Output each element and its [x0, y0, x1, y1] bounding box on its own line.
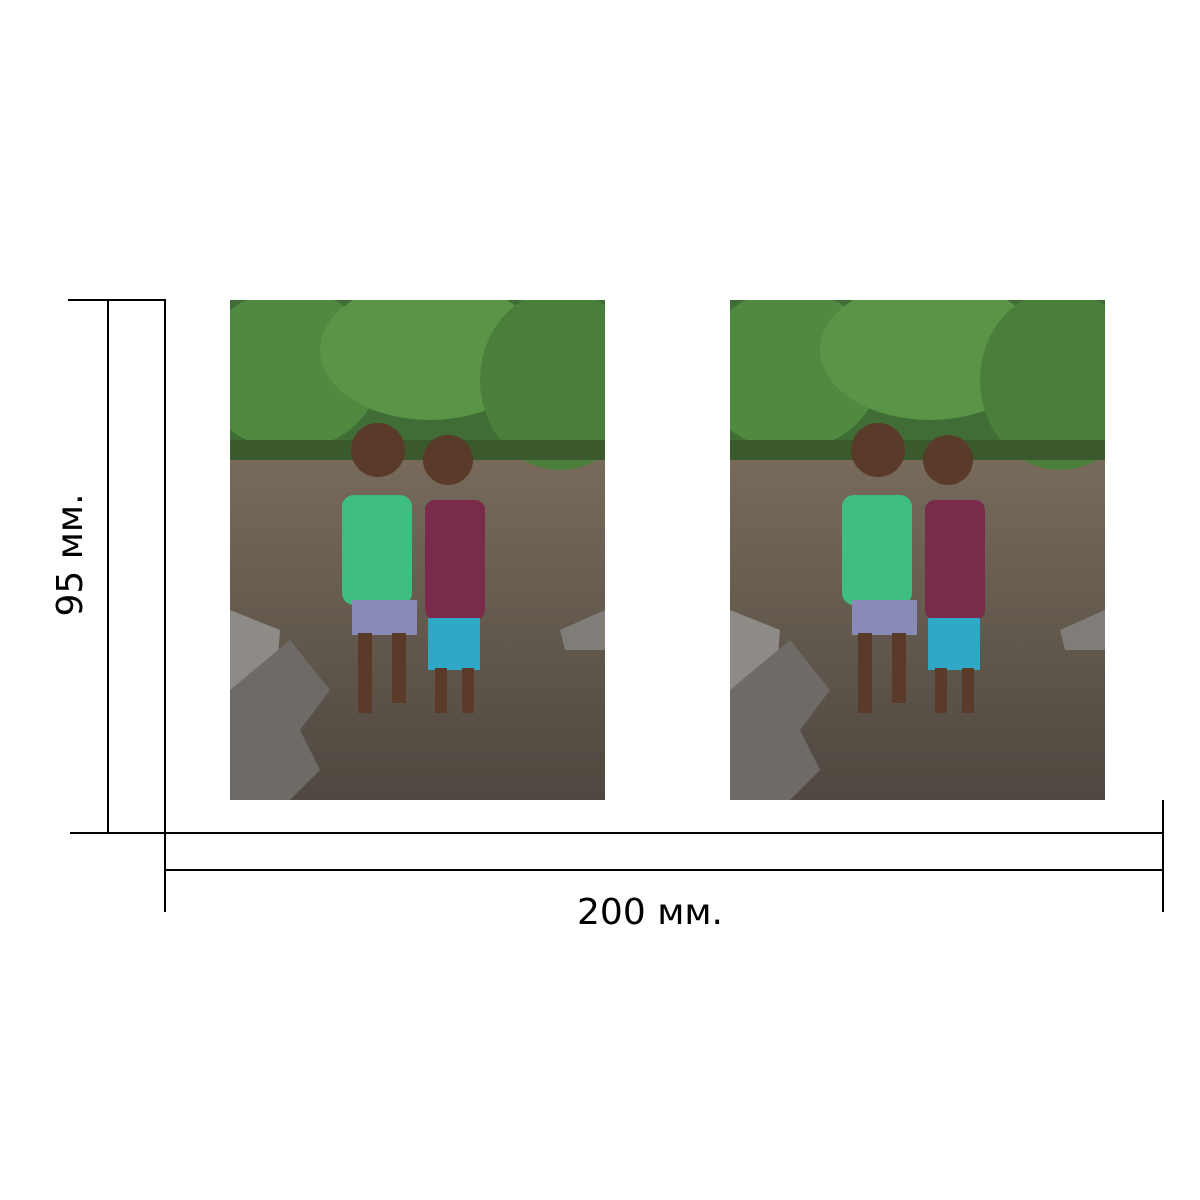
- height-label: 95 мм.: [50, 493, 91, 616]
- width-dimension: 200 мм.: [164, 800, 1164, 933]
- product-photo: [230, 300, 605, 800]
- product-photo: [730, 300, 1105, 800]
- width-label: 200 мм.: [577, 892, 723, 933]
- height-dimension: 95 мм.: [50, 299, 166, 834]
